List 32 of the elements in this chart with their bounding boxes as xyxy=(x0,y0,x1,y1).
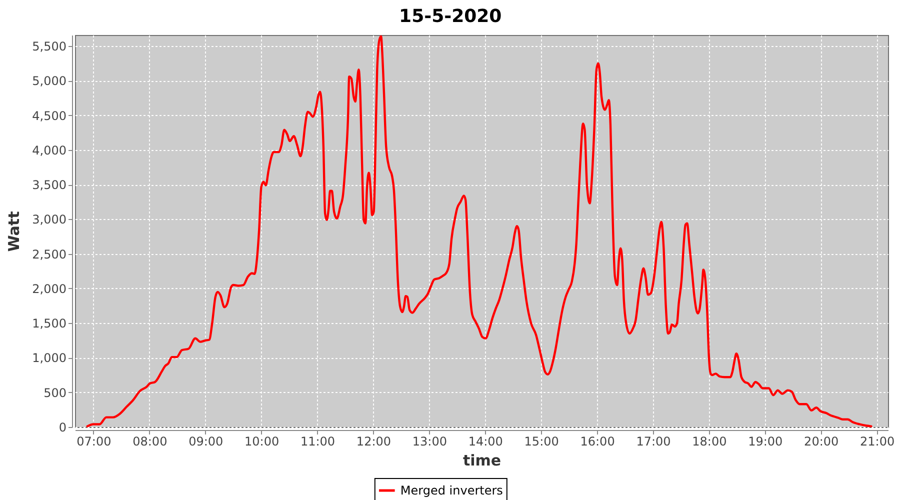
y-tick-label: 2,500 xyxy=(32,247,66,262)
x-tick-label: 10:00 xyxy=(244,434,280,448)
x-tick-label: 07:00 xyxy=(76,434,112,448)
x-tick-label: 15:00 xyxy=(524,434,559,448)
y-tick-label: 4,000 xyxy=(32,143,66,158)
x-tick-label: 13:00 xyxy=(412,434,447,448)
x-tick-label: 11:00 xyxy=(300,434,336,448)
x-tick-label: 21:00 xyxy=(860,434,895,448)
x-tick-label: 08:00 xyxy=(132,434,168,448)
x-tick-label: 18:00 xyxy=(692,434,727,448)
y-tick-label: 4,500 xyxy=(32,108,66,123)
y-tick-label: 5,000 xyxy=(32,74,66,88)
legend-label: Merged inverters xyxy=(400,484,503,498)
x-axis-title: time xyxy=(462,452,502,470)
y-tick-label: 1,500 xyxy=(32,316,66,331)
line-series xyxy=(86,35,872,428)
y-tick-label: 5,500 xyxy=(32,40,66,54)
x-tick-label: 09:00 xyxy=(188,434,224,448)
x-tick-label: 12:00 xyxy=(356,434,392,448)
x-tick-label: 19:00 xyxy=(748,434,783,448)
x-tick-label: 14:00 xyxy=(468,434,503,448)
y-tick-label: 2,000 xyxy=(32,282,66,296)
y-tick-label: 3,000 xyxy=(32,212,66,227)
x-tick-label: 16:00 xyxy=(580,434,615,448)
x-tick-label: 20:00 xyxy=(804,434,839,448)
y-axis-title: Watt xyxy=(5,211,24,252)
y-tick-label: 500 xyxy=(44,386,66,400)
x-tick-label: 17:00 xyxy=(636,434,671,448)
y-tick-label: 1,000 xyxy=(32,351,66,366)
y-tick-label: 3,500 xyxy=(32,178,66,192)
chart-title: 15-5-2020 xyxy=(399,6,502,27)
y-tick-label: 0 xyxy=(58,420,66,434)
